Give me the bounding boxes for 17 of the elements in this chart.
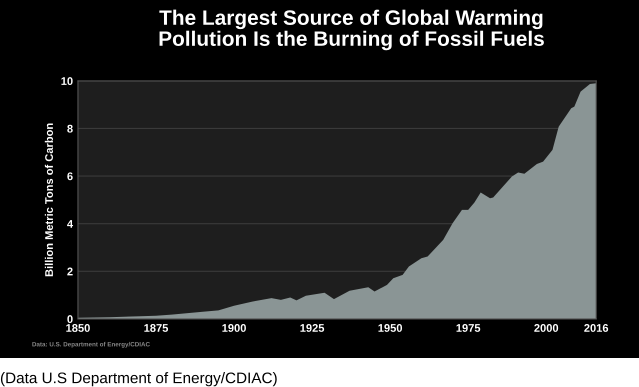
y-tick-label: 2 bbox=[67, 268, 73, 276]
y-tick-label: 8 bbox=[67, 124, 73, 133]
x-tick-label: 1900 bbox=[222, 324, 246, 332]
x-tick-label: 1875 bbox=[144, 324, 168, 332]
y-tick-label: 6 bbox=[67, 172, 73, 180]
y-tick-label: 0 bbox=[67, 315, 73, 324]
x-tick-label: 1925 bbox=[300, 324, 324, 332]
x-tick-label: 1950 bbox=[378, 324, 402, 332]
x-tick-label: 2016 bbox=[584, 324, 608, 332]
chart-title: The Largest Source of Global Warming Pollution Is the Burning of Fossil Fuels bbox=[159, 10, 544, 50]
y-axis-title: Billion Metric Tons of Carbon bbox=[44, 124, 53, 276]
y-tick-label: 10 bbox=[61, 77, 73, 86]
y-tick-label: 4 bbox=[67, 220, 74, 228]
x-tick-label: 2000 bbox=[534, 324, 558, 332]
x-tick-label: 1850 bbox=[66, 324, 90, 332]
x-tick-label: 1975 bbox=[456, 324, 480, 332]
text: (Data U.S Department of Energy/CDIAC) bbox=[0, 372, 277, 386]
